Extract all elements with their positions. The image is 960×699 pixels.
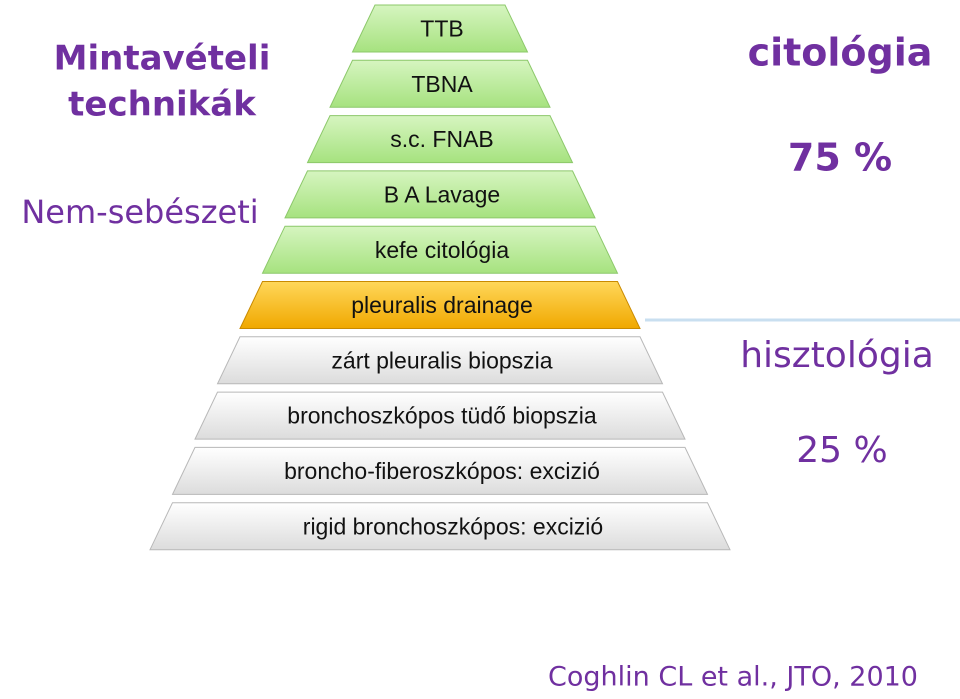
level-label: pleuralis drainage (351, 292, 533, 318)
subtitle: Nem-sebészeti (21, 193, 258, 231)
level-label: TBNA (411, 71, 473, 97)
lower-label: hisztológia (740, 335, 934, 376)
level-label: B A Lavage (384, 181, 500, 207)
upper-label: citológia (748, 31, 933, 75)
level-label: bronchoszkópos tüdő biopszia (287, 403, 597, 429)
pyramid-level (194, 391, 686, 440)
pyramid-level (171, 446, 709, 495)
level-label: zárt pleuralis biopszia (331, 347, 552, 373)
pyramid-level (306, 115, 574, 164)
pyramid-level (216, 336, 664, 385)
citation: Coghlin CL et al., JTO, 2010 (548, 662, 918, 693)
level-label: rigid bronchoszkópos: excizió (303, 513, 603, 539)
title-line: technikák (68, 85, 257, 125)
pyramid-level (284, 170, 596, 219)
pyramid-level (329, 59, 551, 108)
lower-value: 25 % (796, 430, 887, 471)
upper-value: 75 % (788, 136, 892, 180)
level-label: s.c. FNAB (390, 126, 494, 152)
level-label: TTB (420, 16, 463, 42)
level-label: broncho-fiberoszkópos: excizió (284, 458, 600, 484)
level-label: kefe citológia (375, 237, 509, 263)
title-line: Mintavételi (54, 39, 271, 79)
pyramid-level (239, 281, 641, 329)
pyramid-level (351, 4, 529, 53)
pyramid-level (149, 502, 731, 551)
pyramid-level (261, 225, 619, 274)
pyramid: TTB TBNA s.c. FNAB B A Lavage kefe citológia… (149, 4, 731, 551)
